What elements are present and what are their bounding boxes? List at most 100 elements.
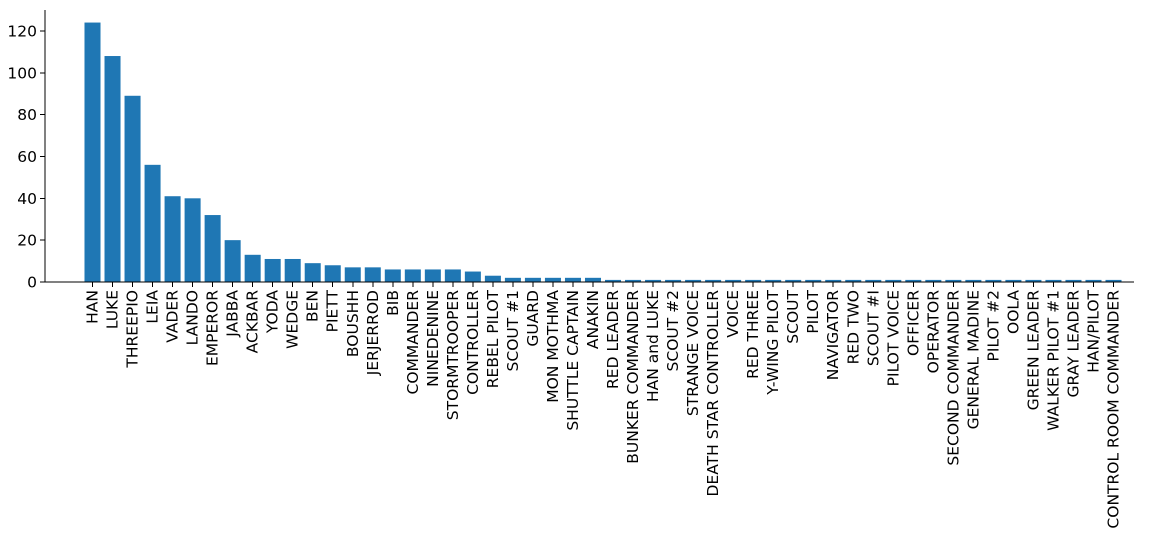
x-tick-label: BOUSHH — [344, 290, 362, 357]
bar — [264, 258, 281, 282]
bar — [364, 267, 381, 282]
x-tick-label: HAN/PILOT — [1084, 289, 1102, 372]
bar — [544, 277, 561, 282]
x-tick-label: VADER — [164, 290, 182, 343]
bar — [1105, 279, 1122, 282]
x-tick-label: GENERAL MADINE — [964, 290, 982, 429]
bar — [745, 279, 762, 282]
bar — [564, 277, 581, 282]
x-tick-label: PIETT — [324, 289, 342, 332]
bar — [845, 279, 862, 282]
bar — [284, 258, 301, 282]
x-tick-label: CONTROL ROOM COMMANDER — [1105, 290, 1123, 529]
bar — [504, 277, 521, 282]
bars-group — [84, 22, 1122, 283]
bar — [304, 263, 321, 282]
x-tick-label: NAVIGATOR — [824, 290, 842, 380]
bar — [965, 279, 982, 282]
x-tick-label: SECOND COMMANDER — [944, 290, 962, 466]
bar — [104, 56, 121, 282]
x-tick-label: GUARD — [524, 290, 542, 347]
x-tick-label: GRAY LEADER — [1064, 290, 1082, 398]
x-tick-label: LUKE — [104, 290, 122, 329]
y-tick-label: 80 — [17, 106, 37, 124]
x-tick-label: WEDGE — [284, 290, 302, 349]
x-tick-label: STRANGE VOICE — [684, 290, 702, 416]
bar — [424, 269, 441, 282]
bar — [204, 215, 221, 282]
x-tick-label: SCOUT — [784, 289, 802, 343]
x-tick-label: YODA — [264, 290, 282, 334]
x-tick-label: SCOUT #2 — [664, 290, 682, 371]
x-tick-label: CONTROLLER — [464, 290, 482, 395]
x-tick-label: GREEN LEADER — [1024, 290, 1042, 411]
x-tick-label: SHUTTLE CAPTAIN — [564, 290, 582, 431]
x-tick-label: RED LEADER — [604, 290, 622, 389]
bar — [1085, 279, 1102, 282]
bar — [985, 279, 1002, 282]
x-tick-label: REBEL PILOT — [484, 289, 502, 388]
x-tick-label: RED THREE — [744, 290, 762, 379]
bar — [765, 279, 782, 282]
x-tick-label: HAN and LUKE — [644, 290, 662, 402]
y-axis: 0 20 40 60 80 100 120 — [7, 10, 46, 292]
x-tick-label: OFFICER — [904, 290, 922, 356]
x-tick-label: JERJERROD — [364, 290, 382, 376]
x-axis: HAN LUKE THREEPIO LEIA VADER LANDO EMPEROR JABB… — [45, 281, 1134, 529]
x-tick-label: Y-WING PILOT — [764, 289, 782, 395]
y-tick-label: 0 — [27, 274, 37, 292]
bar — [1045, 279, 1062, 282]
bar — [925, 279, 942, 282]
bar — [685, 279, 702, 282]
x-tick-label: OPERATOR — [924, 290, 942, 374]
x-tick-label: SCOUT #I — [864, 290, 882, 366]
x-tick-label: WALKER PILOT #1 — [1044, 290, 1062, 431]
x-tick-label: STORMTROOPER — [444, 290, 462, 420]
x-tick-label: DEATH STAR CONTROLLER — [704, 290, 722, 497]
bar — [865, 279, 882, 282]
bar — [705, 279, 722, 282]
bar — [1065, 279, 1082, 282]
bar — [144, 164, 161, 282]
x-tick-label: PILOT — [804, 289, 822, 333]
bar — [384, 269, 401, 282]
x-tick-label: LANDO — [184, 290, 202, 345]
bar — [344, 267, 361, 282]
bar — [84, 22, 101, 283]
x-tick-label: PILOT VOICE — [884, 290, 902, 386]
x-tick-label: JABBA — [224, 290, 242, 338]
bar — [224, 240, 241, 282]
x-tick-label: LEIA — [144, 290, 162, 324]
bar — [825, 279, 842, 282]
y-tick-label: 60 — [17, 148, 37, 166]
x-tick-label: NINEDENINE — [424, 290, 442, 387]
y-tick-label: 120 — [7, 22, 37, 40]
x-tick-label: EMPEROR — [204, 290, 222, 366]
bar — [625, 279, 642, 282]
bar — [524, 277, 541, 282]
bar — [584, 277, 601, 282]
bar — [1005, 279, 1022, 282]
x-tick-label: MON MOTHMA — [544, 290, 562, 403]
bar — [725, 279, 742, 282]
x-tick-label: PILOT #2 — [984, 290, 1002, 361]
x-tick-label: OOLA — [1004, 290, 1022, 334]
y-tick-label: 40 — [17, 190, 37, 208]
x-tick-label: HAN — [84, 290, 102, 324]
bar — [665, 279, 682, 282]
bar — [404, 269, 421, 282]
bar — [324, 265, 341, 282]
x-tick-label: THREEPIO — [124, 290, 142, 369]
x-tick-label: VOICE — [724, 290, 742, 338]
x-tick-label: RED TWO — [844, 290, 862, 364]
x-tick-label: BIB — [384, 290, 402, 316]
bar — [184, 198, 201, 282]
x-tick-label: SCOUT #1 — [504, 290, 522, 371]
bar — [164, 196, 181, 282]
bar — [244, 254, 261, 282]
bar — [805, 279, 822, 282]
bar — [905, 279, 922, 282]
bar — [464, 271, 481, 282]
bar — [444, 269, 461, 282]
